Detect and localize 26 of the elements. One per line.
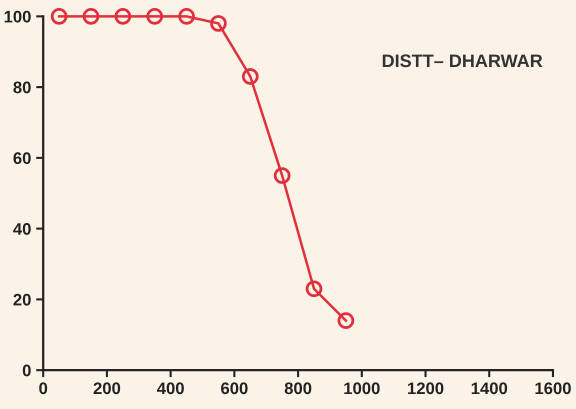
y-tick-label: 100: [4, 10, 31, 23]
y-tick-label: 80: [13, 82, 31, 94]
x-tick-label: 800: [284, 382, 312, 394]
x-tick-label: 1400: [472, 382, 508, 394]
y-tick-label: 0: [22, 364, 31, 376]
x-tick-label: 0: [39, 382, 48, 394]
x-tick-label: 600: [221, 382, 248, 394]
y-tick-label: 60: [13, 152, 31, 164]
point: [338, 312, 354, 329]
point: [242, 68, 259, 85]
x-tick-label: 1000: [344, 382, 380, 394]
y-tick-label: 40: [13, 223, 31, 235]
point: [210, 15, 227, 32]
y-tick-label: 20: [13, 294, 31, 306]
point: [306, 280, 322, 298]
x-tick-label: 1200: [408, 382, 444, 394]
annotation: DISTT– DHARWAR: [382, 54, 542, 68]
point: [50, 8, 68, 25]
point: [82, 8, 100, 25]
point: [114, 8, 132, 25]
x-tick-label: 1600: [535, 382, 571, 394]
x-tick-label: 400: [156, 382, 184, 394]
x-tick-label: 200: [94, 382, 120, 394]
point: [146, 8, 164, 25]
point: [178, 8, 195, 25]
point: [274, 167, 290, 184]
